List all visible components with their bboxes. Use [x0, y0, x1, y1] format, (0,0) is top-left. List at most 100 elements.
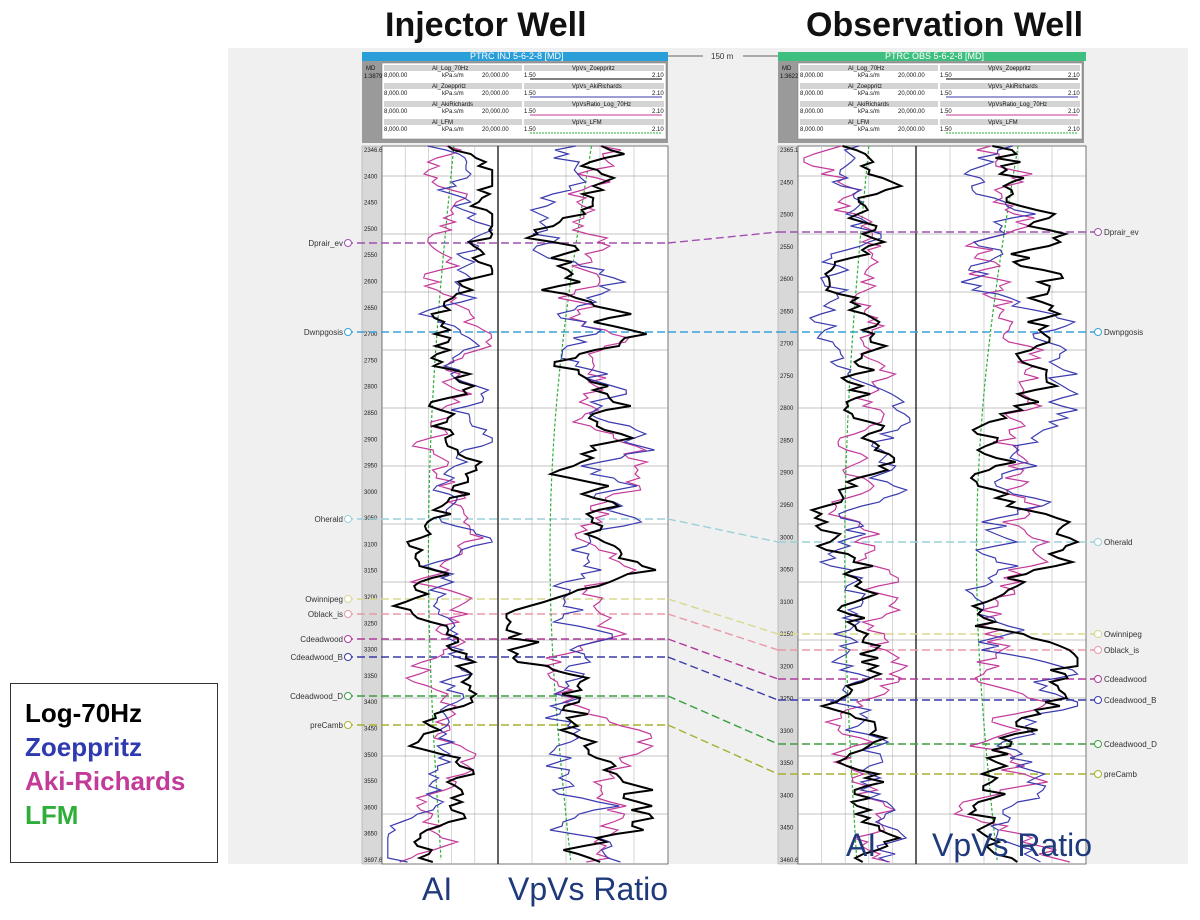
formation-marker: [1094, 228, 1102, 236]
injector-depth-track: 2346.6 2400 2450 2500 2550 2600 2650 2700 2750 28…: [361, 145, 383, 865]
max-left: 20,000.00: [482, 91, 509, 97]
depth-tick-label: 2550: [364, 253, 378, 259]
depth-tick-label: 2700: [780, 342, 794, 348]
formation-label-injector: Cdeadwood_D: [290, 692, 343, 701]
min-right: 1.50: [524, 127, 536, 133]
min-right: 1.50: [524, 91, 536, 97]
header-row-left-name: AI_LFM: [432, 120, 453, 126]
header-row-left: [384, 101, 522, 107]
min-left: 8,000.00: [384, 127, 408, 133]
log-trace: [542, 145, 655, 863]
formation-marker: [344, 595, 352, 603]
unit: kPa.s/m: [442, 73, 464, 79]
header-row-right: [524, 101, 664, 107]
log-trace: [529, 145, 655, 863]
header-row-right: [940, 83, 1080, 89]
max-right: 2.10: [1068, 91, 1080, 97]
depth-tick-label: 2600: [780, 277, 794, 283]
min-left: 8,000.00: [800, 109, 824, 115]
formation-label-injector: Cdeadwood_B: [291, 653, 343, 662]
depth-tick-label: 3550: [364, 779, 378, 785]
log-trace: [505, 145, 657, 863]
formation-label-observation: Oherald: [1104, 538, 1132, 547]
header-row-left-name: AI_LFM: [848, 120, 869, 126]
max-right: 2.10: [652, 127, 664, 133]
scale-label: 1:3879: [364, 74, 383, 80]
formation-marker: [344, 610, 352, 618]
min-left: 8,000.00: [800, 91, 824, 97]
depth-tick-label: 2900: [364, 437, 378, 443]
formation-label-injector: Dwnpgosis: [304, 328, 343, 337]
depth-tick-label: 2650: [780, 309, 794, 315]
max-right: 2.10: [1068, 109, 1080, 115]
header-row-right-name: VpVs_LFM: [572, 120, 602, 126]
spacing-label: 150 m: [711, 52, 734, 61]
max-left: 20,000.00: [482, 127, 509, 133]
depth-tick-label: 2450: [780, 180, 794, 186]
depth-tick-label: 3400: [780, 793, 794, 799]
depth-tick-label: 3450: [780, 826, 794, 832]
depth-tick-label: 3697.6: [364, 858, 383, 864]
injector-vpvs-label: VpVs Ratio: [508, 871, 668, 907]
observation-header-label: PTRC OBS 5-6-2-8 [MD]: [885, 51, 984, 61]
legend-zoeppritz: Zoeppritz: [25, 732, 142, 762]
header-row-left: [384, 83, 522, 89]
max-right: 2.10: [1068, 73, 1080, 79]
depth-tick-label: 3150: [364, 569, 378, 575]
depth-tick-label: 3450: [364, 727, 378, 733]
formation-marker: [344, 239, 352, 247]
formation-label-observation: Cdeadwood: [1104, 675, 1147, 684]
formation-label-observation: Cdeadwood_B: [1104, 696, 1156, 705]
header-row-left-name: AI_AkiRichards: [432, 102, 473, 108]
formation-label-observation: preCamb: [1104, 770, 1137, 779]
min-left: 8,000.00: [384, 109, 408, 115]
formation-marker: [344, 721, 352, 729]
header-row-right-name: VpVs_AkiRichards: [572, 84, 622, 90]
max-left: 20,000.00: [898, 127, 925, 133]
header-row-right: [940, 65, 1080, 71]
header-row-left: [800, 65, 938, 71]
depth-tick-label: 3400: [364, 700, 378, 706]
min-right: 1.50: [940, 127, 952, 133]
log-curves: [387, 145, 1081, 863]
min-right: 1.50: [940, 73, 952, 79]
header-row-right-name: VpVsRatio_Log_70Hz: [988, 102, 1047, 108]
header-row-right-name: VpVs_LFM: [988, 120, 1018, 126]
max-right: 2.10: [652, 73, 664, 79]
log-trace: [966, 145, 1081, 863]
header-row-left-name: AI_Zoeppritz: [848, 84, 882, 90]
min-right: 1.50: [524, 109, 536, 115]
depth-tick-label: 3200: [780, 664, 794, 670]
formation-label-injector: Owinnipeg: [305, 595, 343, 604]
formation-connector: [667, 638, 779, 680]
formation-marker: [344, 515, 352, 523]
depth-tick-label: 3500: [364, 753, 378, 759]
depth-tick-label: 2450: [364, 201, 378, 207]
depth-tick-label: 2900: [780, 471, 794, 477]
scale-label: 1:3622: [780, 74, 799, 80]
header-row-right: [524, 119, 664, 125]
header-row-left-name: AI_Log_70Hz: [848, 66, 884, 72]
md-label: MD: [782, 66, 792, 72]
observation-vpvs-label: VpVs Ratio: [932, 827, 1092, 863]
formation-marker: [1094, 740, 1102, 748]
depth-tick-label: 3000: [780, 535, 794, 541]
depth-tick-label: 3100: [364, 542, 378, 548]
depth-tick-label: 2700: [364, 332, 378, 338]
header-row-right: [940, 119, 1080, 125]
max-right: 2.10: [652, 109, 664, 115]
depth-tick-label: 3600: [364, 805, 378, 811]
depth-tick-label: 2500: [364, 227, 378, 233]
log-trace: [808, 145, 905, 863]
formation-label-observation: Oblack_is: [1104, 646, 1139, 655]
formation-connector: [667, 231, 779, 244]
formation-marker: [1094, 328, 1102, 336]
track-frame: [497, 145, 669, 865]
header-row-left-name: AI_Zoeppritz: [432, 84, 466, 90]
header-row-right-name: VpVsRatio_Log_70Hz: [572, 102, 631, 108]
depth-tick-label: 3300: [780, 729, 794, 735]
header-row-left: [800, 83, 938, 89]
observation-track-header: MD 1:3622 AI_Log_70Hz VpVs_Zoeppritz 8,000.0…: [778, 61, 1084, 143]
legend-log-70hz: Log-70Hz: [25, 698, 142, 728]
